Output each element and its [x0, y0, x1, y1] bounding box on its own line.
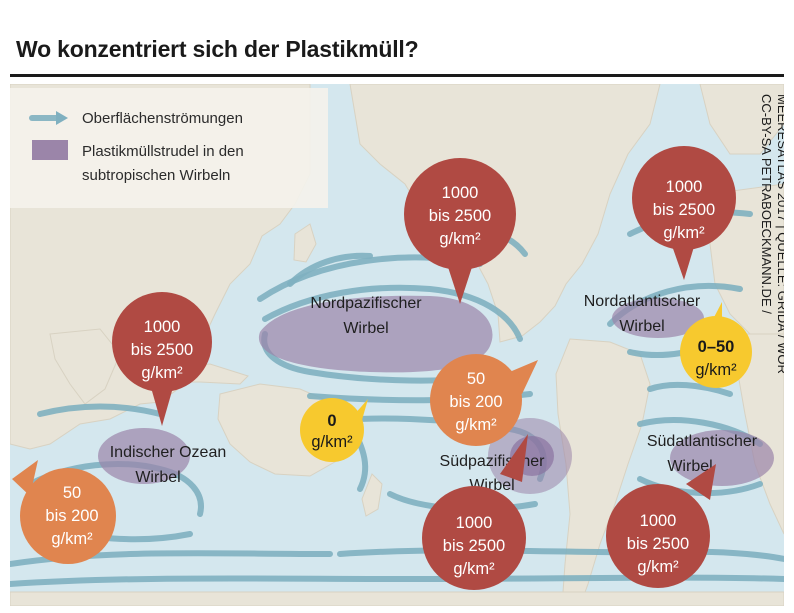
credit-line1: CC-BY-SA PETRABOECKMANN.DE /: [759, 94, 774, 314]
bubble-north-pacific-line2: bis 2500: [429, 207, 491, 225]
bubble-south-pacific-line1: 1000: [456, 514, 493, 532]
gyre-south-atlantic: [670, 430, 774, 486]
legend-currents-label: Oberflächenströmungen: [82, 110, 243, 127]
bubble-indian-mid-line2: bis 200: [45, 507, 98, 525]
bubble-indian-mid-line1: 50: [63, 484, 81, 502]
bubble-north-pacific: 1000 bis 2500 g/km²: [404, 158, 516, 304]
credit-line2: MEERESATLAS 2017 | QUELLE: GRIDA / WOR: [775, 94, 784, 374]
map-title: Wo konzentriert sich der Plastikmüll?: [16, 36, 419, 62]
current-equatorial-atlantic: [647, 381, 733, 397]
current-indian-north: [37, 403, 163, 417]
bubble-indian-line3: g/km²: [141, 364, 183, 382]
bubble-pacific-mid-line2: bis 200: [449, 393, 502, 411]
bubble-south-pacific-line2: bis 2500: [443, 537, 505, 555]
land-antarctica: [10, 591, 784, 606]
gyre-labels: Nordpazifischer Wirbel Nordatlantischer …: [110, 293, 758, 494]
bubble-indian-mid: 50 bis 200 g/km²: [12, 460, 116, 564]
bubble-north-atlantic-line2: bis 2500: [653, 201, 715, 219]
gyre-label-north-atlantic-2: Wirbel: [619, 318, 664, 335]
legend-gyres-label-line2: subtropischen Wirbeln: [82, 167, 230, 184]
world-map: Oberflächenströmungen Plastikmüllstrudel…: [10, 84, 784, 606]
legend-gyres: Plastikmüllstrudel in den subtropischen …: [32, 140, 244, 184]
bubble-north-atlantic-line1: 1000: [666, 178, 703, 196]
land-new-zealand: [361, 473, 383, 517]
gyre-label-north-atlantic-1: Nordatlantischer: [584, 293, 701, 310]
bubble-zero: 0 g/km²: [300, 398, 368, 462]
gyre-north-atlantic: [612, 298, 704, 338]
bubble-pacific-mid-line1: 50: [467, 370, 485, 388]
land-india: [49, 328, 121, 405]
bubble-south-atlantic: 1000 bis 2500 g/km²: [606, 464, 716, 588]
bubble-south-pacific-line3: g/km²: [453, 560, 495, 578]
bubble-south-atlantic-line3: g/km²: [637, 558, 679, 576]
bubble-indian-line1: 1000: [144, 318, 181, 336]
gyre-north-pacific: [258, 295, 493, 373]
gyre-label-indian-1: Indischer Ozean: [110, 444, 227, 461]
bubble-low-line1: 0–50: [698, 338, 735, 356]
current-north-pacific: [262, 284, 523, 342]
gyre-label-south-atlantic-2: Wirbel: [667, 458, 712, 475]
gyre-label-indian-2: Wirbel: [135, 469, 180, 486]
bubble-pacific-mid: 50 bis 200 g/km²: [430, 354, 538, 446]
bubble-indian-mid-line3: g/km²: [51, 530, 93, 548]
land-japan: [293, 223, 317, 263]
land-greenland: [699, 84, 784, 155]
gyre-indian: [98, 428, 190, 484]
bubble-north-pacific-line3: g/km²: [439, 230, 481, 248]
title-rule: [10, 74, 784, 77]
bubble-pacific-mid-line3: g/km²: [455, 416, 497, 434]
bubble-low-line2: g/km²: [695, 361, 737, 379]
bubble-indian-ocean: 1000 bis 2500 g/km²: [112, 292, 212, 426]
bubble-north-atlantic-low: 0–50 g/km²: [680, 302, 752, 388]
bubble-zero-line2: g/km²: [311, 433, 353, 451]
legend-gyre-swatch: [32, 140, 68, 160]
legend-currents: Oberflächenströmungen: [29, 110, 243, 127]
legend-arrowhead: [56, 111, 68, 125]
bubble-south-atlantic-line2: bis 2500: [627, 535, 689, 553]
gyre-label-south-pacific-1: Südpazifischer: [440, 453, 546, 470]
bubble-north-atlantic: 1000 bis 2500 g/km²: [632, 146, 736, 280]
gyre-label-north-pacific-2: Wirbel: [343, 320, 388, 337]
bubble-north-atlantic-line3: g/km²: [663, 224, 705, 242]
gyre-label-north-pacific-1: Nordpazifischer: [310, 295, 422, 312]
legend-gyres-label-line1: Plastikmüllstrudel in den: [82, 143, 244, 160]
bubble-south-atlantic-line1: 1000: [640, 512, 677, 530]
bubble-indian-line2: bis 2500: [131, 341, 193, 359]
concentration-bubbles: 1000 bis 2500 g/km² 1000 bis 2500 g/km² …: [12, 146, 752, 590]
current-south-atlantic-return: [637, 476, 763, 497]
gyre-label-south-atlantic-1: Südatlantischer: [647, 433, 758, 450]
bubble-zero-line1: 0: [327, 412, 336, 430]
credit: CC-BY-SA PETRABOECKMANN.DE / MEERESATLAS…: [759, 94, 784, 374]
bubble-south-pacific: 1000 bis 2500 g/km²: [422, 434, 528, 590]
bubble-north-pacific-line1: 1000: [442, 184, 479, 202]
current-kuroshio: [287, 252, 373, 287]
